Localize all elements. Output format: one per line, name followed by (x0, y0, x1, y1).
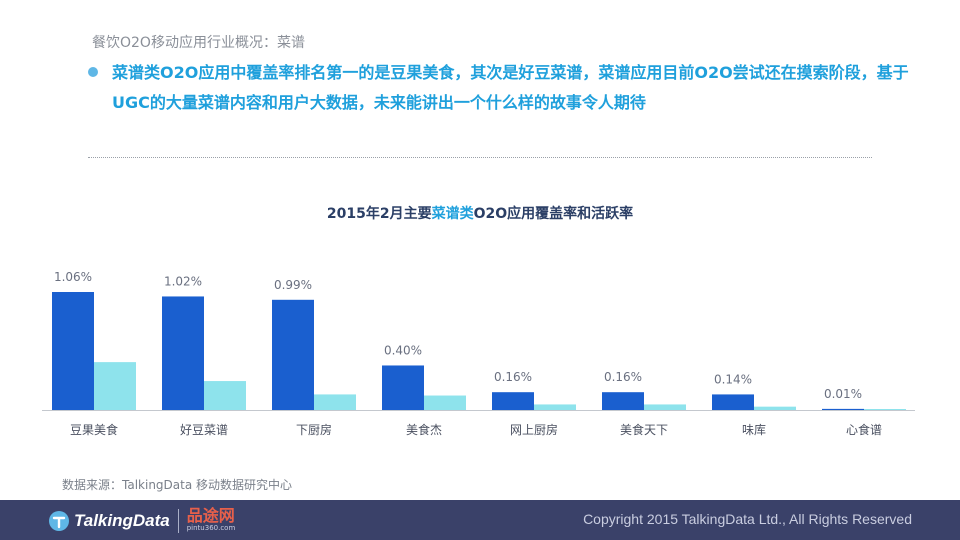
category-label: 好豆菜谱 (180, 423, 228, 437)
coverage-bar (382, 365, 424, 410)
coverage-bar (272, 299, 314, 410)
chart-title-highlight: 菜谱类 (431, 206, 474, 222)
section-title: 餐饮O2O移动应用行业概况：菜谱 (92, 35, 305, 51)
logo-separator (177, 508, 179, 533)
coverage-bar (712, 394, 754, 410)
talkingdata-logo-icon (49, 510, 69, 531)
footer: TalkingData 品途网 pintu360.com Copyright 2… (0, 500, 960, 540)
bar-chart: 1.06% 豆果美食 1.02% 好豆菜谱 0.99% 下厨房 0.40% 美食杰 0.16% 网… (42, 270, 915, 437)
data-label: 0.01% (824, 387, 862, 401)
coverage-bar (602, 392, 644, 410)
chart-title-prefix: 2015年2月主要 (326, 206, 432, 222)
category-label: 网上厨房 (510, 422, 558, 437)
activity-bar (644, 404, 686, 410)
data-label: 0.40% (384, 343, 422, 357)
activity-bar (424, 395, 466, 410)
category-label: 味库 (742, 422, 766, 437)
data-label: 0.16% (604, 370, 642, 384)
activity-bar (314, 394, 356, 410)
category-label: 下厨房 (296, 422, 332, 437)
logo: TalkingData 品途网 pintu360.com (48, 508, 235, 533)
headline: 菜谱类O2O应用中覆盖率排名第一的是豆果美食，其次是好豆菜谱，菜谱应用目前O2O… (112, 63, 909, 112)
partner-logo: 品途网 pintu360.com (187, 508, 236, 533)
partner-name: 品途网 (186, 506, 235, 525)
data-label: 0.16% (494, 370, 532, 384)
coverage-bar (492, 392, 534, 410)
data-source: 数据来源：TalkingData 移动数据研究中心 (62, 478, 293, 492)
activity-bar (94, 362, 136, 410)
data-label: 0.99% (274, 278, 312, 292)
activity-bar (754, 406, 796, 410)
category-label: 美食杰 (406, 422, 442, 437)
coverage-bar (822, 408, 864, 410)
data-label: 0.14% (714, 372, 752, 386)
copyright: Copyright 2015 TalkingData Ltd., All Rig… (583, 511, 912, 527)
coverage-bar (52, 292, 94, 410)
chart-title: 2015年2月主要菜谱类O2O应用覆盖率和活跃率 (0, 203, 960, 223)
category-label: 美食天下 (620, 422, 668, 437)
activity-bar (204, 381, 246, 410)
activity-bar (864, 409, 906, 410)
chart-title-suffix: O2O应用覆盖率和活跃率 (473, 206, 634, 222)
logo-text: TalkingData (74, 510, 170, 530)
category-label: 豆果美食 (70, 422, 118, 437)
bullet-dot-icon (88, 67, 98, 77)
headline-row: 菜谱类O2O应用中覆盖率排名第一的是豆果美食，其次是好豆菜谱，菜谱应用目前O2O… (88, 58, 948, 118)
category-label: 心食谱 (846, 422, 882, 437)
partner-url: pintu360.com (186, 524, 236, 532)
data-label: 1.06% (54, 270, 92, 284)
activity-bar (534, 404, 576, 410)
coverage-bar (162, 296, 204, 410)
data-label: 1.02% (164, 274, 202, 288)
divider (88, 157, 872, 158)
